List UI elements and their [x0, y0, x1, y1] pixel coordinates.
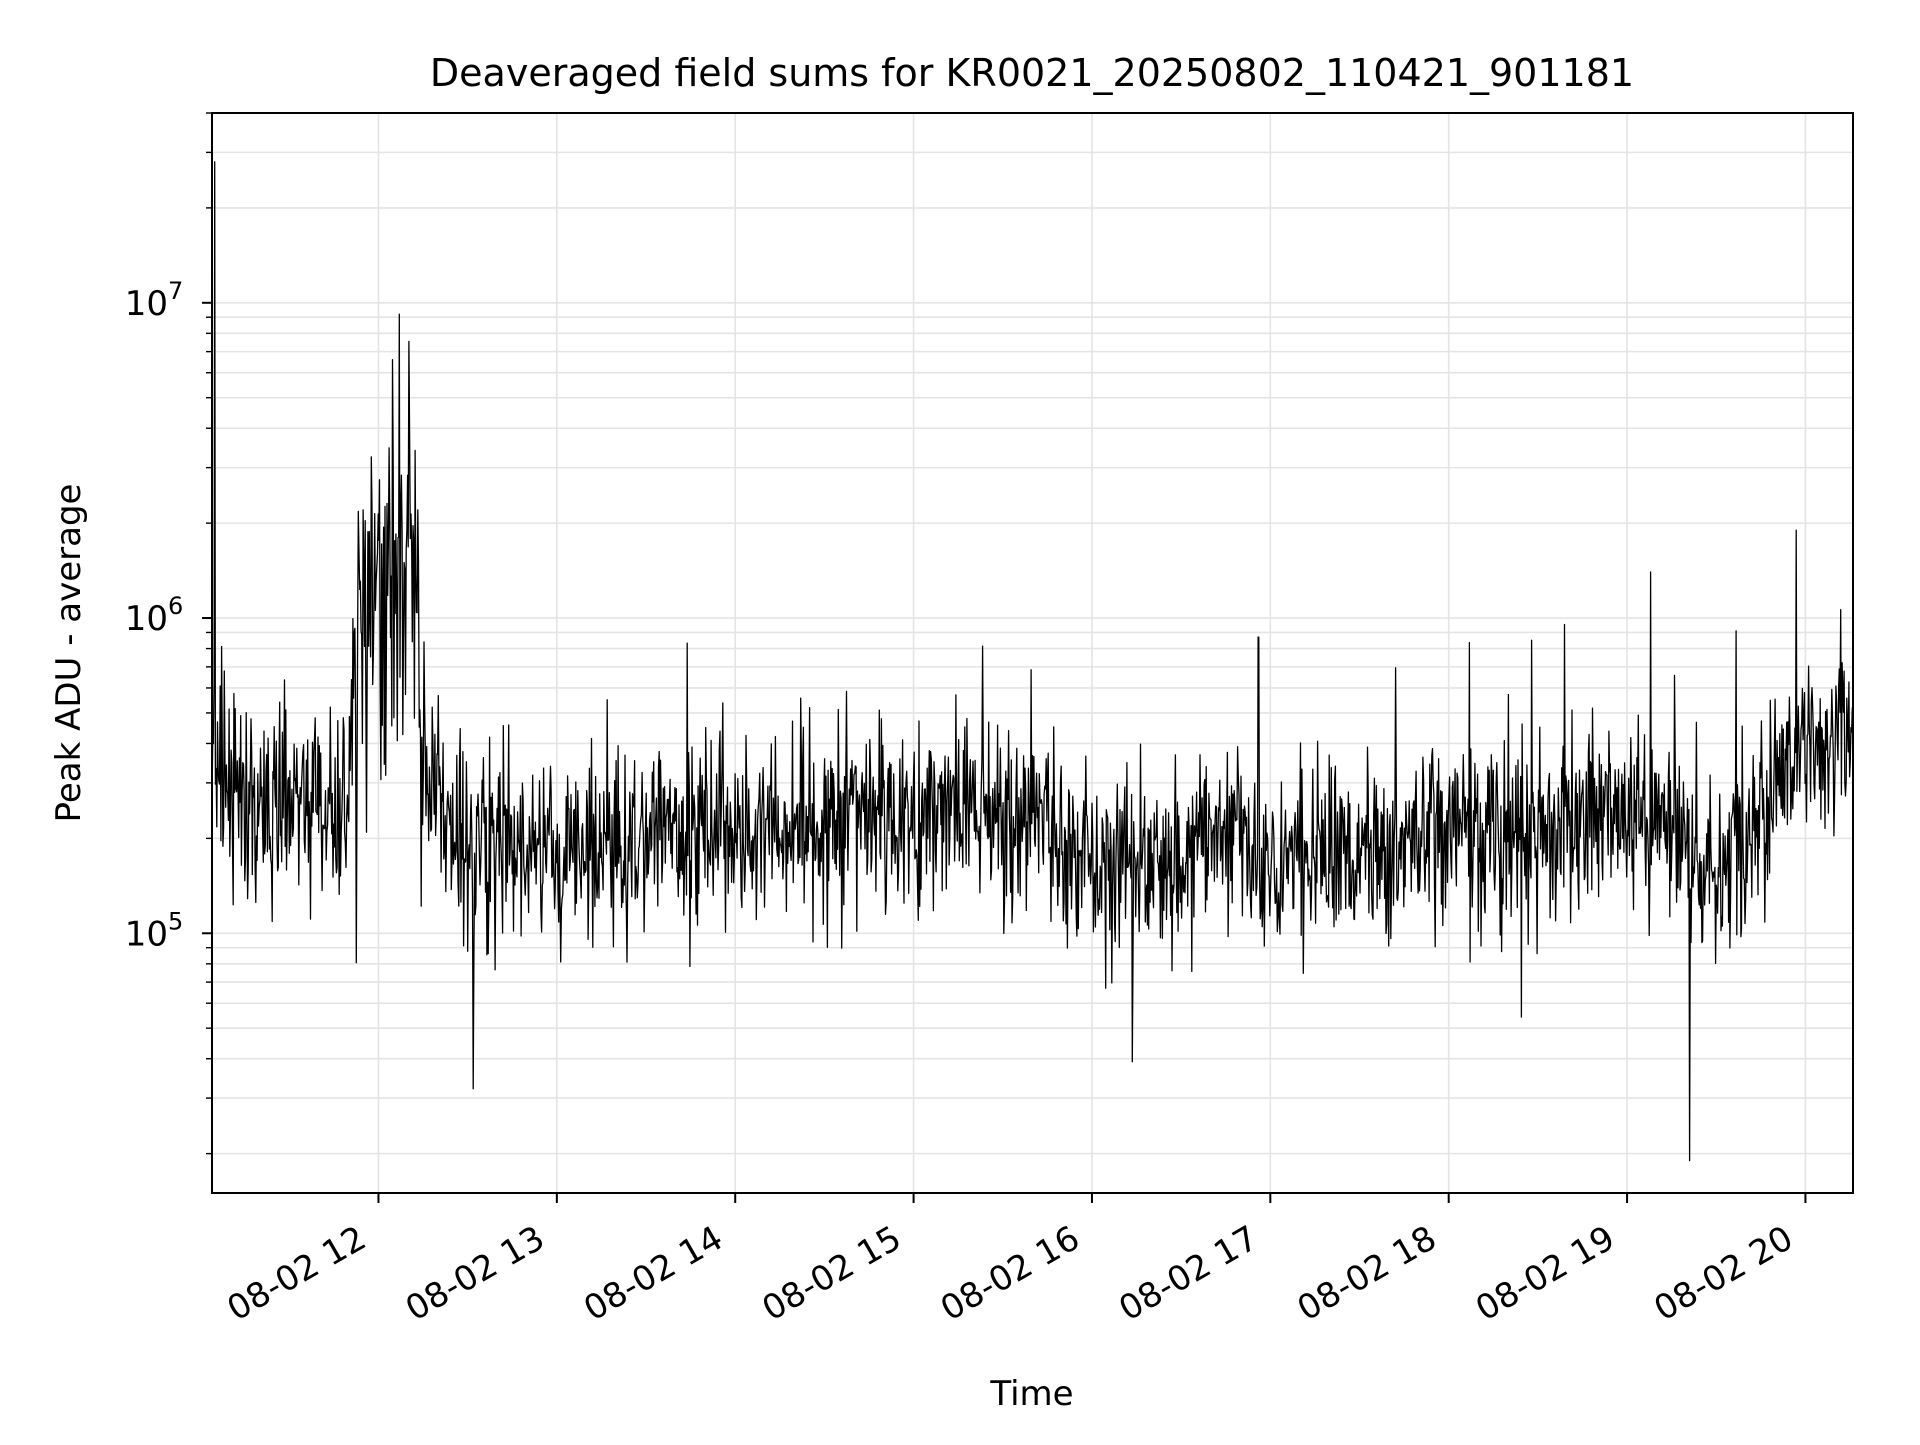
y-tick-label: 105: [125, 907, 184, 954]
x-tick-label: 08-02 15: [756, 1218, 908, 1329]
x-tick-label: 08-02 14: [577, 1218, 729, 1329]
x-tick-label: 08-02 16: [934, 1218, 1086, 1329]
series-layer: [211, 161, 1854, 1162]
y-axis-label: Peak ADU - average: [49, 484, 89, 823]
x-tick-label: 08-02 12: [221, 1218, 373, 1329]
y-tick-label: 106: [125, 592, 184, 639]
chart-title: Deaveraged field sums for KR0021_2025080…: [430, 51, 1634, 95]
x-tick-label: 08-02 18: [1291, 1218, 1443, 1329]
grid: [212, 112, 1853, 1193]
data-series-line: [211, 161, 1854, 1162]
x-tick-label: 08-02 20: [1648, 1218, 1800, 1329]
x-axis-label: Time: [989, 1374, 1073, 1414]
x-tick-label: 08-02 17: [1112, 1218, 1264, 1329]
x-tick-label: 08-02 19: [1469, 1218, 1621, 1329]
x-tick-label: 08-02 13: [399, 1218, 551, 1329]
y-tick-label: 107: [125, 277, 184, 324]
plot-frame: [211, 112, 1854, 1194]
